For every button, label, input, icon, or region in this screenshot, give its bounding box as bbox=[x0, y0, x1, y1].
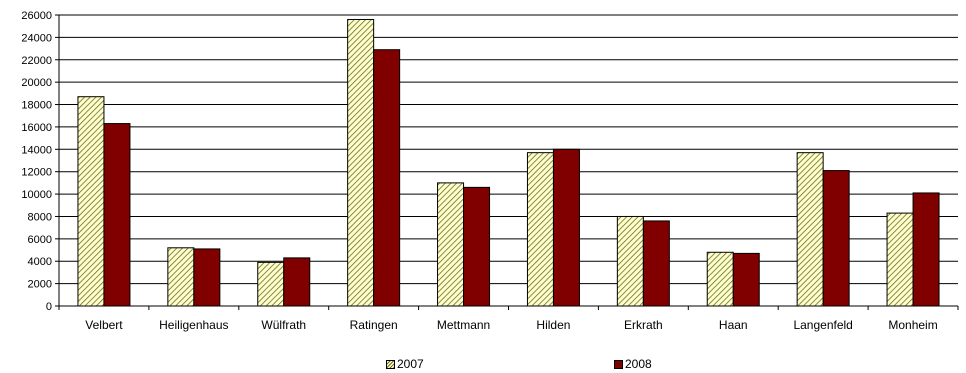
y-tick-label: 8000 bbox=[28, 211, 52, 223]
y-tick-label: 10000 bbox=[21, 189, 52, 201]
x-tick-label: Mettmann bbox=[437, 318, 490, 332]
legend-label-2008: 2008 bbox=[625, 357, 652, 371]
bar-2008-ratingen bbox=[373, 49, 401, 307]
legend-swatch-2008 bbox=[614, 359, 623, 369]
x-tick-label: Monheim bbox=[888, 318, 937, 332]
bar-2007-langenfeld bbox=[796, 152, 824, 307]
y-tick-label: 22000 bbox=[21, 55, 52, 67]
bar-2007-ratingen bbox=[347, 18, 375, 307]
legend-label-2007: 2007 bbox=[397, 357, 424, 371]
y-tick-label: 2000 bbox=[28, 279, 52, 291]
x-tick-label: Haan bbox=[719, 318, 748, 332]
y-tick-label: 16000 bbox=[21, 122, 52, 134]
x-tick-label: Erkrath bbox=[624, 318, 663, 332]
gridlines bbox=[59, 14, 958, 285]
x-tick-label: Heiligenhaus bbox=[159, 318, 228, 332]
bars bbox=[77, 18, 940, 307]
bar-2008-wülfrath bbox=[283, 257, 311, 307]
y-tick-label: 12000 bbox=[21, 167, 52, 179]
bar-2007-mettmann bbox=[437, 182, 465, 307]
x-axis-labels: Velbert Heiligenhaus Wülfrath Ratingen Mettm… bbox=[58, 306, 959, 332]
bar-2008-velbert bbox=[103, 123, 131, 307]
bar-2007-hilden bbox=[526, 152, 554, 307]
bar-2008-heiligenhaus bbox=[193, 248, 221, 307]
x-tick-label: Langenfeld bbox=[793, 318, 852, 332]
x-tick-label: Hilden bbox=[536, 318, 570, 332]
y-tick-label: 20000 bbox=[21, 77, 52, 89]
x-tick-label: Wülfrath bbox=[261, 318, 306, 332]
legend-swatch-2007 bbox=[386, 359, 395, 369]
y-axis-ticks: 0 2000 4000 6000 8000 10000 12000 14000 16000 180… bbox=[21, 10, 59, 313]
bar-2008-monheim bbox=[912, 192, 940, 307]
x-tick-label: Ratingen bbox=[350, 318, 398, 332]
x-tick-label: Velbert bbox=[85, 318, 123, 332]
bar-2007-monheim bbox=[886, 212, 914, 307]
y-tick-label: 24000 bbox=[21, 32, 52, 44]
y-tick-label: 26000 bbox=[21, 10, 52, 22]
legend-item-2007: 2007 bbox=[386, 357, 424, 371]
bar-2008-hilden bbox=[552, 148, 580, 307]
bar-2007-wülfrath bbox=[257, 261, 285, 307]
y-tick-label: 4000 bbox=[28, 256, 52, 268]
legend-item-2008: 2008 bbox=[614, 357, 652, 371]
y-tick-label: 18000 bbox=[21, 100, 52, 112]
y-tick-label: 14000 bbox=[21, 144, 52, 156]
y-tick-label: 0 bbox=[46, 301, 52, 313]
y-tick-label: 6000 bbox=[28, 234, 52, 246]
bar-2007-heiligenhaus bbox=[167, 247, 195, 307]
bar-2007-haan bbox=[706, 251, 734, 307]
bar-2008-mettmann bbox=[463, 186, 491, 307]
bar-2008-langenfeld bbox=[822, 170, 850, 307]
bar-2008-erkrath bbox=[642, 220, 670, 307]
bar-2008-haan bbox=[732, 252, 760, 307]
bar-2007-velbert bbox=[77, 96, 105, 307]
bar-2007-erkrath bbox=[616, 215, 644, 307]
